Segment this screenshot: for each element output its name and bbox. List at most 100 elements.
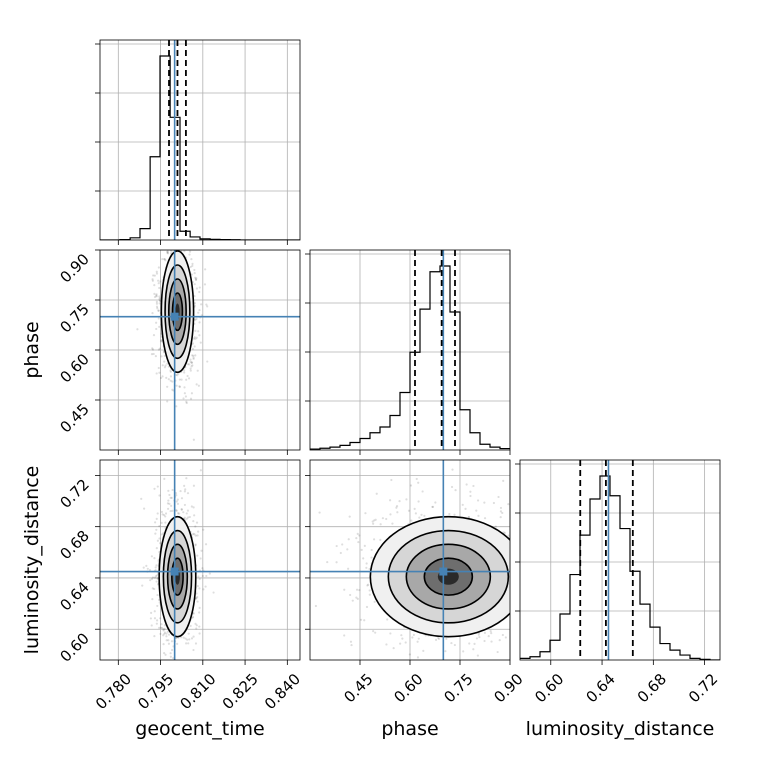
- sample-point: [164, 364, 167, 367]
- sample-point: [184, 395, 188, 398]
- sample-point: [188, 253, 191, 256]
- sample-point: [515, 597, 517, 599]
- sample-point: [175, 509, 178, 512]
- sample-point: [154, 566, 157, 569]
- sample-point: [153, 635, 156, 638]
- contour: [162, 529, 193, 624]
- sample-point: [167, 639, 170, 642]
- sample-point: [465, 483, 468, 486]
- sample-point: [179, 664, 181, 666]
- sample-point: [448, 512, 451, 516]
- sample-point: [510, 598, 512, 600]
- sample-point: [183, 516, 186, 519]
- sample-point: [527, 553, 529, 555]
- sample-point: [175, 405, 178, 408]
- panel-frame: [309, 459, 511, 661]
- sample-point: [191, 262, 194, 265]
- sample-point: [186, 492, 190, 495]
- sample-point: [540, 554, 542, 556]
- sample-point: [408, 653, 411, 656]
- sample-point: [155, 305, 159, 308]
- sample-point: [512, 531, 514, 533]
- sample-point: [477, 514, 480, 517]
- sample-point: [167, 489, 170, 492]
- sample-point: [198, 611, 201, 614]
- sample-point: [151, 576, 155, 579]
- sample-point: [372, 538, 376, 541]
- sample-point: [203, 283, 207, 286]
- sample-point: [190, 199, 192, 201]
- sample-point: [405, 498, 408, 501]
- sample-point: [412, 633, 415, 636]
- sample-point: [175, 500, 178, 503]
- sample-point: [343, 634, 346, 637]
- sample-point: [348, 515, 351, 518]
- sample-point: [153, 556, 156, 560]
- x-tick-label: 0.45: [340, 670, 376, 706]
- sample-point: [191, 615, 195, 619]
- sample-point: [151, 348, 155, 351]
- sample-point: [189, 360, 192, 363]
- sample-point: [400, 634, 403, 637]
- sample-point: [188, 638, 191, 641]
- sample-point: [423, 514, 426, 517]
- sample-point: [371, 520, 374, 523]
- sample-point: [516, 598, 518, 600]
- sample-point: [153, 292, 156, 295]
- sample-point: [172, 657, 175, 660]
- sample-point: [205, 303, 208, 306]
- sample-point: [169, 369, 172, 372]
- sample-point: [193, 345, 196, 348]
- sample-point: [335, 561, 338, 564]
- ylabel-phase: phase: [21, 321, 43, 378]
- sample-point: [364, 512, 367, 515]
- sample-point: [193, 294, 196, 298]
- sample-point: [189, 671, 191, 673]
- sample-point: [525, 595, 527, 597]
- sample-point: [169, 375, 173, 378]
- sample-point: [189, 265, 192, 269]
- sample-point: [180, 247, 182, 249]
- sample-point: [161, 228, 163, 230]
- sample-point: [426, 663, 428, 665]
- sample-point: [503, 531, 506, 534]
- sample-point: [157, 266, 160, 269]
- sample-point: [194, 642, 198, 645]
- sample-point: [167, 378, 170, 381]
- sample-point: [197, 530, 200, 533]
- sample-point: [343, 588, 346, 591]
- sample-point: [178, 661, 180, 663]
- sample-point: [178, 385, 181, 388]
- sample-point: [302, 512, 304, 514]
- sample-point: [365, 605, 369, 609]
- sample-point: [472, 648, 475, 651]
- sample-point: [167, 642, 171, 645]
- sample-point: [174, 248, 176, 250]
- sample-point: [171, 166, 173, 168]
- sample-point: [497, 495, 500, 499]
- sample-point: [183, 386, 186, 389]
- sample-point: [557, 589, 559, 591]
- sample-point: [496, 650, 499, 654]
- sample-point: [163, 366, 167, 369]
- sample-point: [169, 655, 172, 658]
- sample-point: [192, 356, 195, 359]
- sample-point: [358, 534, 361, 537]
- sample-point: [480, 679, 482, 681]
- y-tick-label: 0.90: [56, 250, 92, 286]
- sample-point: [157, 317, 160, 320]
- sample-point: [163, 354, 166, 357]
- sample-point: [476, 499, 480, 502]
- panel-content: [100, 166, 300, 450]
- histogram-geocent-time: [100, 55, 300, 240]
- sample-point: [192, 520, 195, 523]
- sample-point: [200, 303, 203, 306]
- contour: [171, 557, 184, 596]
- sample-point: [148, 569, 152, 572]
- sample-point: [189, 369, 192, 372]
- sample-point: [401, 637, 404, 640]
- sample-point: [475, 637, 479, 640]
- sample-point: [185, 512, 188, 515]
- sample-point: [163, 667, 165, 669]
- contour: [160, 250, 195, 374]
